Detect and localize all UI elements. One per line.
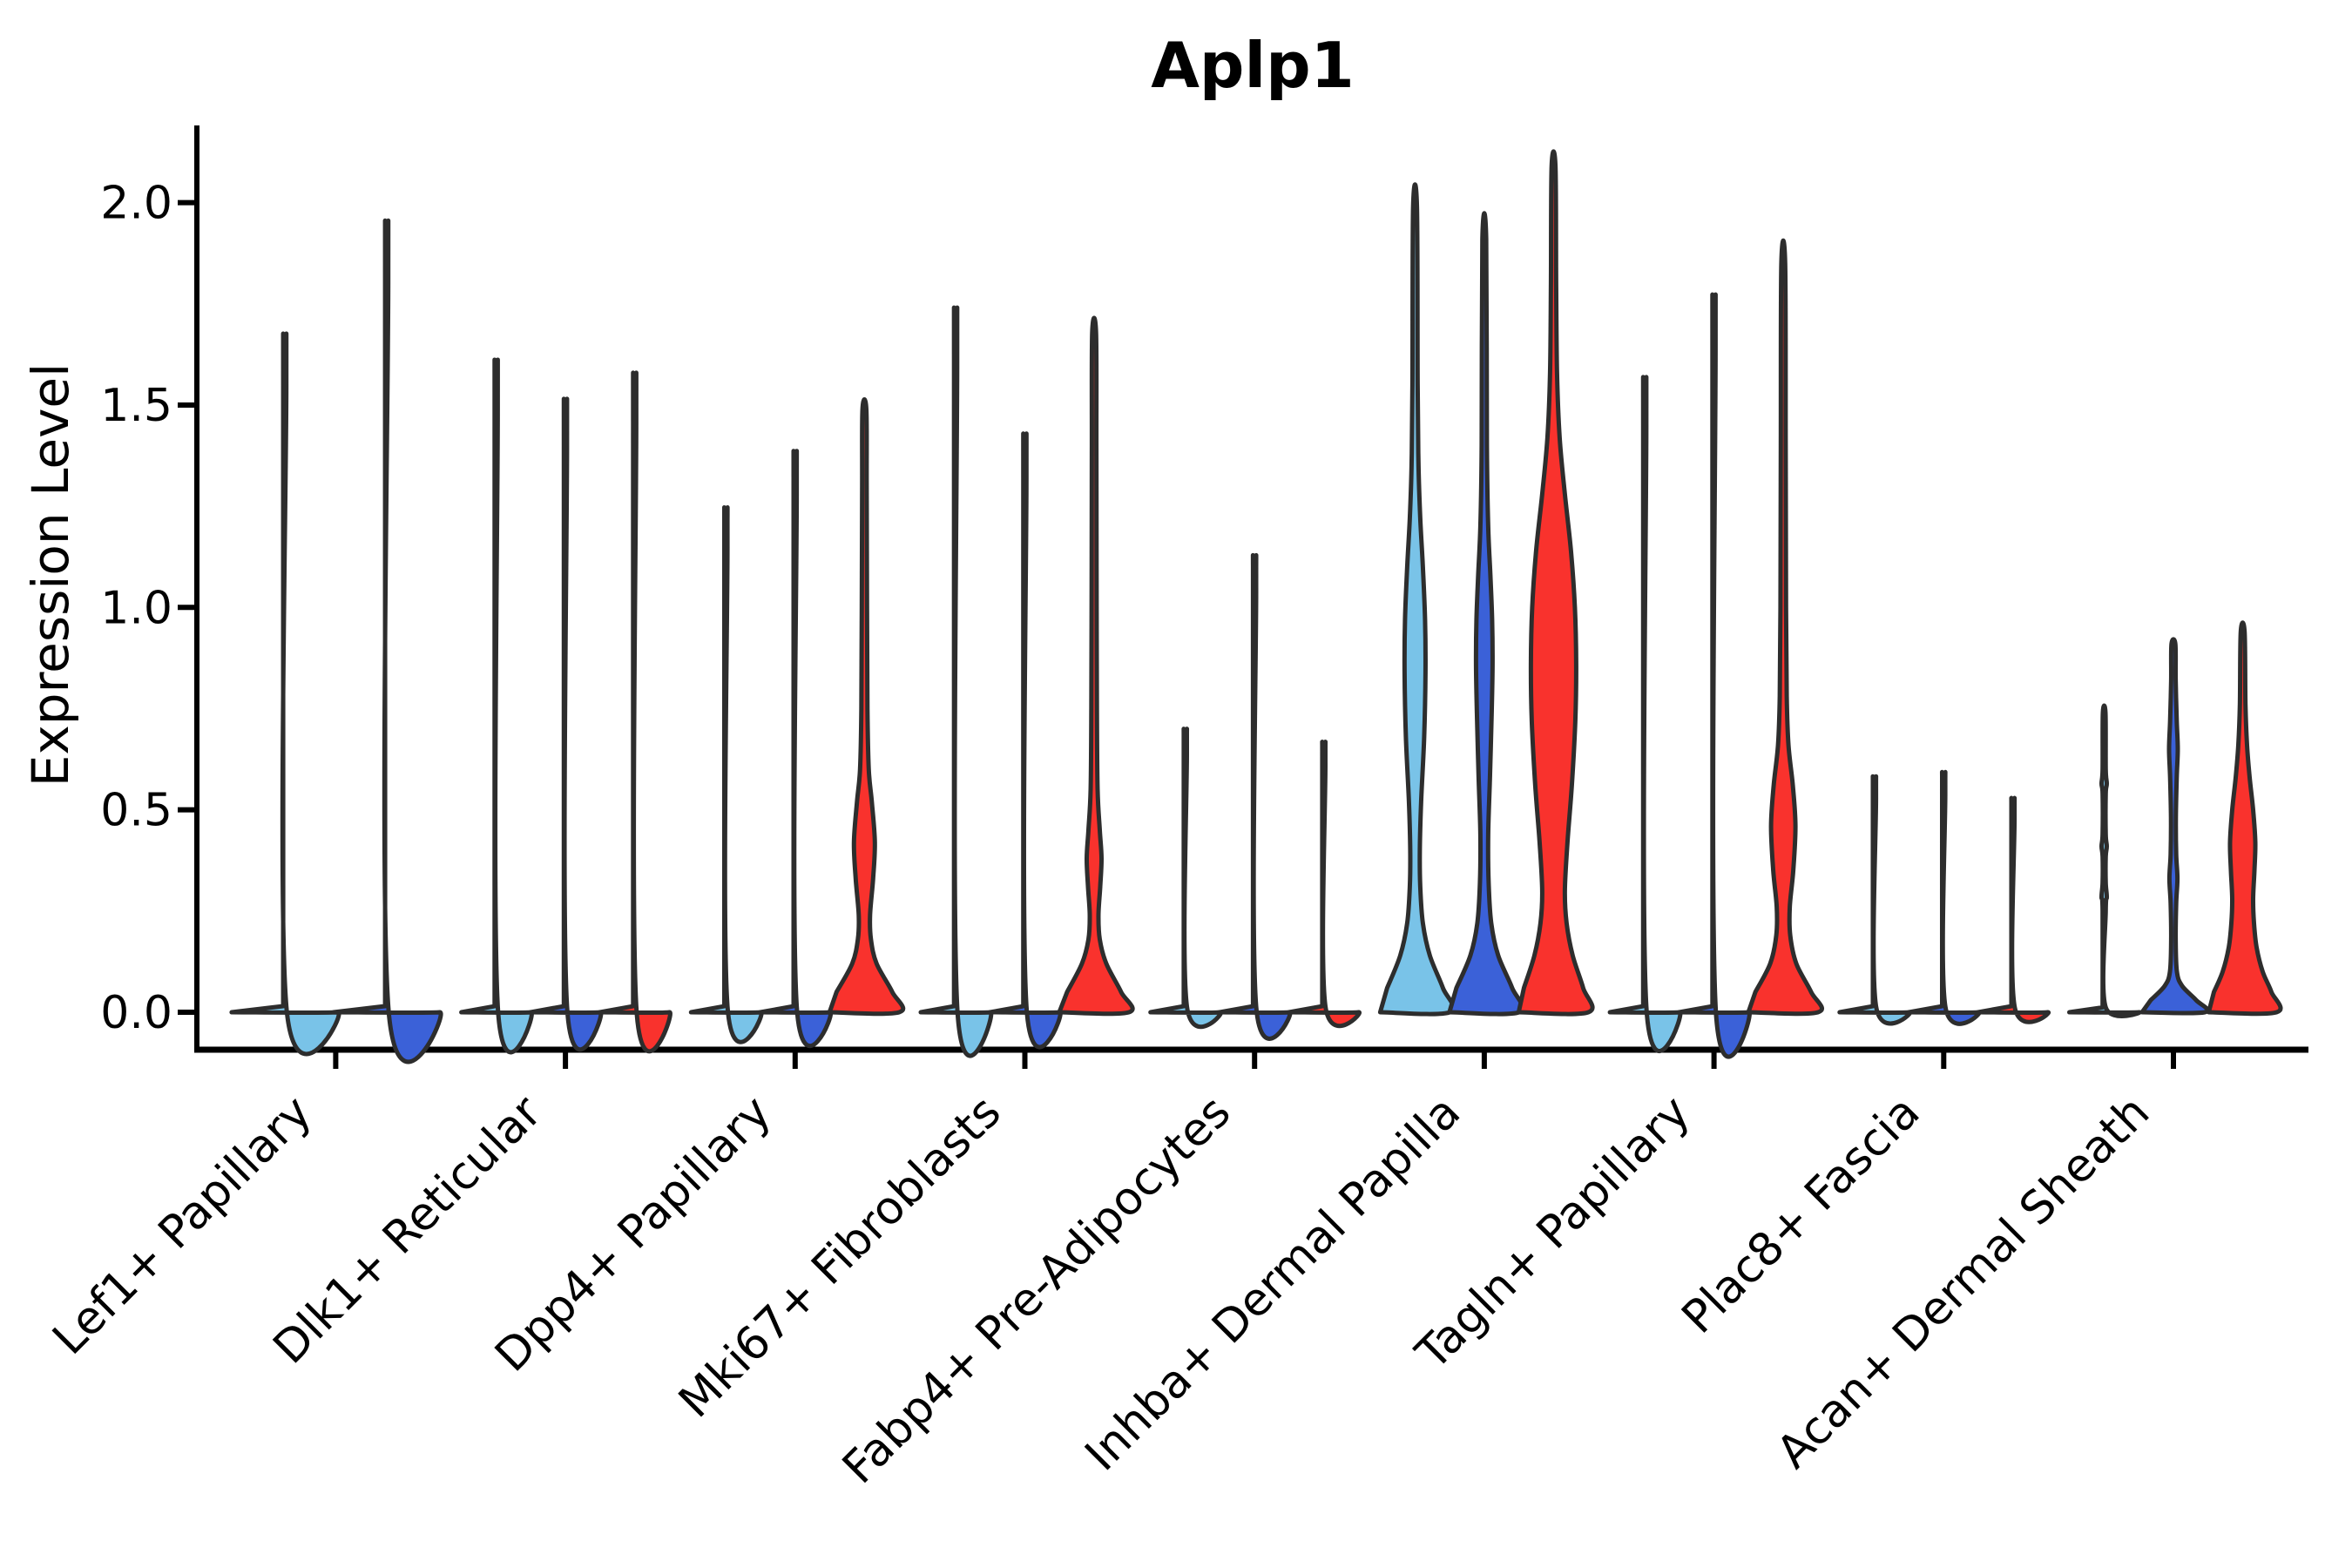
violin-6-2 (1447, 211, 1525, 1017)
chart-title: Aplp1 (1151, 29, 1355, 102)
violin-3-3 (827, 397, 906, 1017)
x-tick-label: Fabp4+ Pre-Adipocytes (833, 1086, 1240, 1494)
violin-9-3 (2207, 620, 2283, 1017)
axes-layer (178, 125, 2308, 1069)
violin-3-1 (688, 505, 764, 1044)
violin-2-1 (459, 357, 534, 1055)
violin-5-2 (1217, 552, 1293, 1041)
violin-7-2 (1677, 292, 1752, 1059)
y-tick-label: 0.5 (100, 785, 172, 837)
violin-9-1 (2067, 703, 2142, 1018)
violin-8-1 (1837, 774, 1913, 1026)
violin-6-3 (1516, 149, 1595, 1017)
violin-5-3 (1287, 740, 1362, 1029)
violin-2-3 (598, 370, 672, 1054)
violin-5-1 (1148, 727, 1224, 1030)
violin-2-2 (528, 396, 604, 1052)
violin-7-3 (1746, 238, 1824, 1017)
y-tick-label: 0.0 (100, 987, 172, 1039)
y-tick-label: 1.0 (100, 582, 172, 634)
violin-3-2 (758, 449, 834, 1049)
x-tick-label: Acan+ Dermal Sheath (1767, 1086, 2160, 1479)
x-tick-label: Inhba+ Dermal Papilla (1076, 1086, 1470, 1481)
violin-8-2 (1906, 769, 1982, 1026)
violin-7-1 (1607, 375, 1683, 1053)
violin-1-2 (331, 218, 443, 1064)
violin-9-2 (2139, 637, 2210, 1016)
violin-8-3 (1976, 795, 2051, 1024)
y-axis-title: Expression Level (21, 363, 80, 787)
violin-4-1 (918, 305, 994, 1058)
violin-4-3 (1057, 315, 1135, 1017)
violin-6-1 (1377, 182, 1456, 1017)
y-tick-label: 1.5 (100, 380, 172, 432)
x-tick-label: Plac8+ Fascia (1673, 1086, 1930, 1344)
violin-layer (229, 149, 2283, 1064)
violin-4-2 (988, 431, 1063, 1050)
y-tick-label: 2.0 (100, 178, 172, 230)
violin-1-1 (229, 331, 341, 1057)
